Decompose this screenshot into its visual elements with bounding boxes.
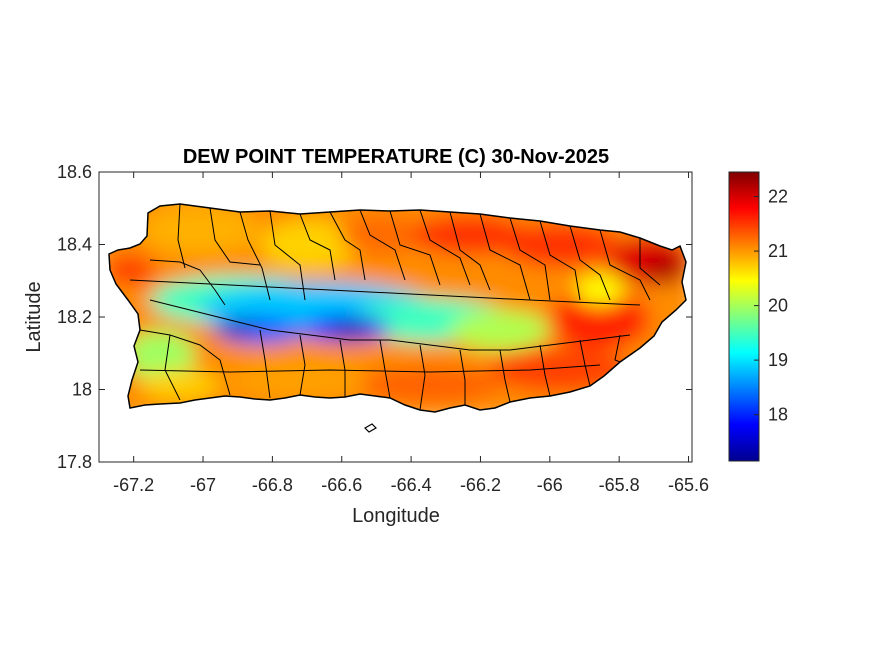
y-axis-label: Latitude xyxy=(23,281,45,352)
y-tick-label: 18.6 xyxy=(57,162,92,182)
y-tick-label: 18.4 xyxy=(57,235,92,255)
chart-title: DEW POINT TEMPERATURE (C) 30-Nov-2025 xyxy=(183,146,609,168)
y-tick-label: 17.8 xyxy=(57,452,92,472)
x-tick-label: -67.2 xyxy=(113,475,154,495)
island-outline xyxy=(108,203,687,433)
x-axis-label: Longitude xyxy=(352,505,440,527)
x-tick-label: -66.2 xyxy=(460,475,501,495)
y-tick-label: 18.2 xyxy=(57,307,92,327)
colorbar-tick-label: 18 xyxy=(768,405,788,425)
x-axis-ticks: -67.2 -67 -66.8 -66.6 -66.4 -66.2 -66 -65.8 -65.… xyxy=(113,172,709,495)
x-tick-label: -66.4 xyxy=(391,475,432,495)
y-tick-label: 18 xyxy=(72,380,92,400)
municipal-borders xyxy=(129,204,661,411)
y-axis-ticks: 17.8 18 18.2 18.4 18.6 xyxy=(57,162,692,472)
colorbar-tick-label: 19 xyxy=(768,350,788,370)
colorbar-ticks: 18 19 20 21 22 xyxy=(754,187,788,425)
colorbar xyxy=(728,171,760,462)
x-tick-label: -66.8 xyxy=(252,475,293,495)
x-tick-label: -66 xyxy=(537,475,563,495)
colorbar-tick-label: 22 xyxy=(768,187,788,207)
x-tick-label: -67 xyxy=(190,475,216,495)
x-tick-label: -65.8 xyxy=(599,475,640,495)
colorbar-tick-label: 20 xyxy=(768,296,788,316)
x-tick-label: -65.6 xyxy=(668,475,709,495)
colorbar-tick-label: 21 xyxy=(768,241,788,261)
x-tick-label: -66.6 xyxy=(321,475,362,495)
